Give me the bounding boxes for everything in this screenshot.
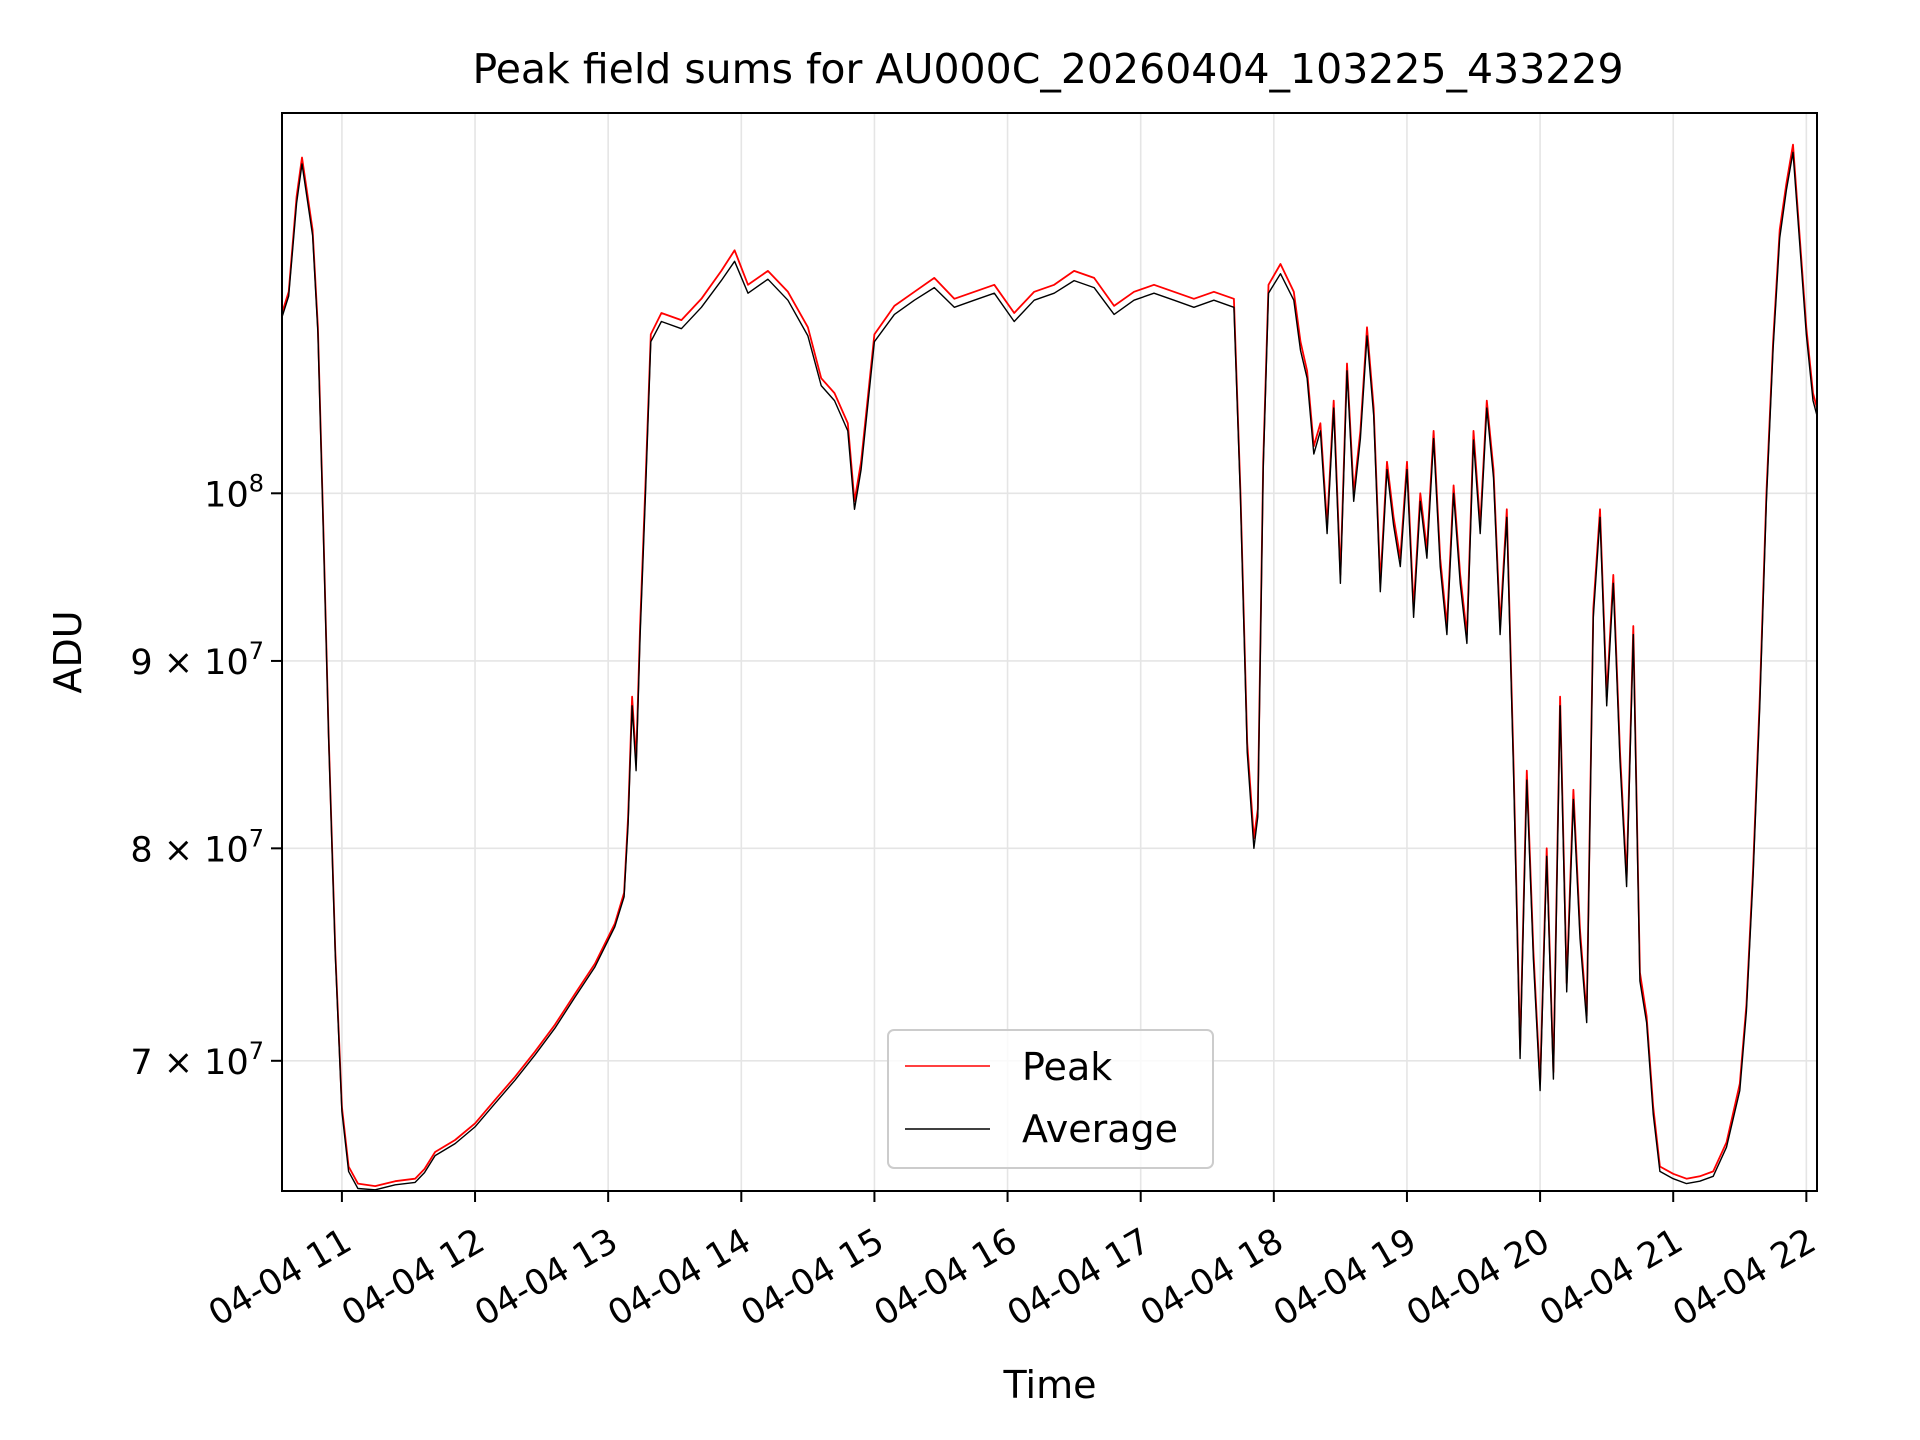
y-axis-label: ADU: [46, 610, 90, 693]
legend: Peak Average: [887, 1029, 1214, 1169]
y-tick-label-90000000: 9 × 107: [130, 637, 264, 683]
y-tick-label-80000000: 8 × 107: [130, 824, 264, 870]
y-axis: 7 × 107 8 × 107 9 × 107 108: [130, 469, 282, 1083]
legend-label-peak: Peak: [1022, 1045, 1112, 1089]
plot-frame: [281, 112, 1818, 1192]
chart-title: Peak field sums for AU000C_20260404_1032…: [472, 45, 1623, 93]
legend-box: [887, 1029, 1214, 1169]
x-axis-label: Time: [1003, 1363, 1097, 1407]
y-tick-label-70000000: 7 × 107: [130, 1037, 264, 1083]
series-line-average: [281, 151, 1818, 1191]
legend-label-average: Average: [1022, 1107, 1178, 1151]
series-lines: [281, 143, 1818, 1191]
y-tick-label-100000000: 108: [204, 469, 264, 515]
